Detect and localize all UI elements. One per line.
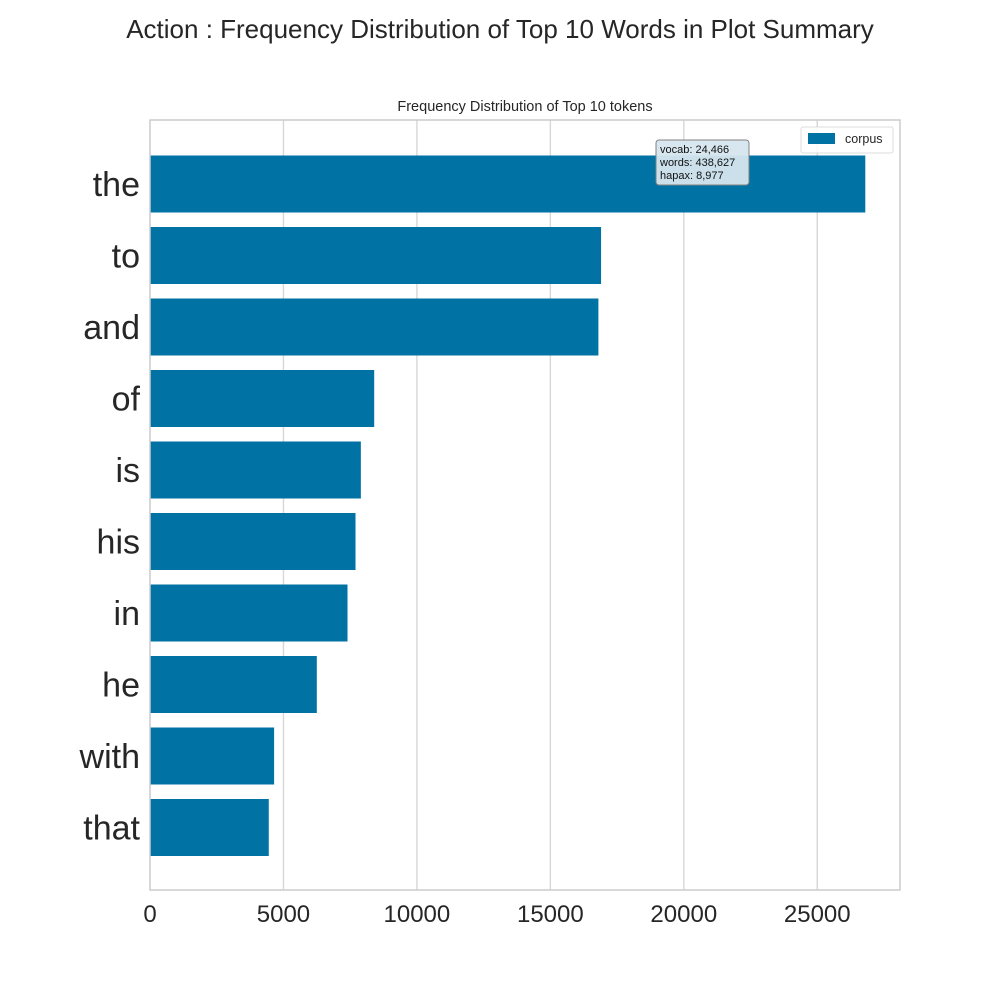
annotation-hapax: hapax: 8,977 — [660, 170, 724, 182]
x-tick-label: 5000 — [257, 901, 310, 928]
x-tick-label: 0 — [143, 901, 156, 928]
bar-in — [150, 584, 348, 642]
y-tick-label: with — [79, 738, 140, 776]
x-tick-label: 10000 — [384, 901, 451, 928]
bar-his — [150, 513, 356, 570]
bar-he — [150, 656, 317, 713]
x-tick-label: 25000 — [784, 901, 851, 928]
bar-that — [150, 799, 269, 856]
bar-to — [150, 227, 602, 284]
bar-and — [150, 298, 599, 356]
bars — [150, 155, 866, 856]
y-tick-labels: the to and of is his in he with that — [79, 166, 141, 848]
annotation-box — [655, 139, 750, 186]
bar-of — [150, 370, 375, 427]
corpus-stats-annotation: vocab: 24,466 words: 438,627 hapax: 8,97… — [655, 139, 750, 186]
y-tick-label: his — [97, 524, 140, 562]
y-tick-label: the — [93, 166, 140, 204]
annotation-words: words: 438,627 — [659, 157, 735, 169]
annotation-vocab: vocab: 24,466 — [660, 144, 729, 156]
plot-title: Frequency Distribution of Top 10 tokens — [397, 99, 652, 115]
legend: corpus — [800, 126, 894, 154]
y-tick-label: and — [83, 309, 140, 347]
bar-is — [150, 441, 361, 499]
y-tick-label: of — [112, 381, 141, 419]
x-tick-label: 15000 — [517, 901, 584, 928]
y-tick-label: that — [83, 810, 140, 848]
figure-suptitle: Action : Frequency Distribution of Top 1… — [126, 14, 874, 44]
y-tick-label: to — [112, 238, 140, 276]
x-tick-label: 20000 — [650, 901, 717, 928]
y-tick-label: is — [115, 452, 140, 490]
y-tick-label: he — [102, 667, 140, 705]
y-tick-label: in — [114, 595, 140, 633]
x-tick-labels: 0 5000 10000 15000 20000 25000 — [143, 901, 850, 928]
bar-with — [150, 727, 275, 785]
bar-the — [150, 155, 866, 213]
legend-swatch-corpus — [808, 133, 835, 144]
plot-frame — [149, 119, 901, 891]
legend-label-corpus: corpus — [845, 132, 883, 146]
